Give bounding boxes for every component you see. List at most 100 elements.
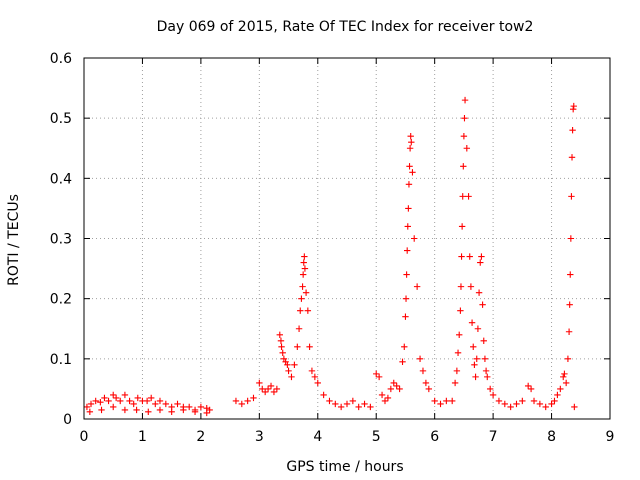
data-point [110,391,117,399]
data-point [83,403,91,411]
x-tick-label: 6 [430,429,439,445]
data-point [419,367,427,375]
data-point [238,400,245,408]
data-point [456,331,463,338]
data-point [495,397,503,405]
data-point [407,133,414,140]
data-point [270,388,278,396]
data-point [299,271,307,278]
data-point [411,235,418,242]
data-point [311,373,319,381]
data-point [288,373,295,381]
data-point [569,127,576,134]
data-point [554,391,561,399]
data-point [567,235,575,242]
data-point [294,343,301,350]
data-point [406,163,413,170]
data-point [134,394,141,402]
data-point [405,181,413,188]
data-point [284,361,291,369]
data-point [361,400,368,408]
x-axis-label: GPS time / hours [286,459,403,475]
data-point [482,367,490,375]
data-point [560,373,567,381]
data-point [186,403,193,411]
data-point [431,397,438,405]
data-point [112,394,120,402]
data-point [148,394,155,402]
data-point [390,379,397,387]
data-point [133,406,140,414]
data-point [409,169,416,176]
data-point [413,283,421,290]
data-point [470,343,477,350]
data-point [458,223,466,230]
data-point [156,406,164,414]
data-point [301,265,309,272]
data-point [457,307,464,314]
chart-title: Day 069 of 2015, Rate Of TEC Index for r… [157,19,534,35]
data-point [568,154,576,161]
data-point [548,400,555,408]
data-point [174,400,181,408]
data-point [408,139,415,146]
y-tick-label: 0.4 [50,171,72,187]
data-point [278,343,285,350]
data-point [461,114,468,122]
data-point [86,408,94,415]
data-point [145,408,152,415]
data-point [298,295,305,302]
y-axis-label: ROTI / TECUs [6,194,22,286]
data-point [477,259,484,266]
data-point [401,343,408,350]
data-point [475,289,483,296]
data-point [197,403,205,411]
data-point [403,247,411,254]
data-point [306,343,313,350]
data-point [297,307,304,314]
data-point [396,385,403,393]
data-point [291,361,298,369]
data-point [121,391,129,399]
data-point [180,406,187,414]
data-point [530,397,538,405]
data-point [403,271,410,278]
data-point [457,283,465,290]
data-point [250,394,257,402]
data-point [267,382,275,390]
data-point [244,397,251,405]
data-point [568,193,575,200]
data-point [406,145,414,152]
data-point [472,373,479,381]
data-point [480,337,487,344]
data-point [501,400,508,408]
data-point [425,385,433,393]
data-point [98,406,105,414]
data-point [285,367,292,375]
data-point [332,400,339,408]
data-point [152,400,159,408]
data-point [130,400,137,408]
data-point [567,271,574,278]
data-point [536,400,544,408]
data-point [527,385,535,393]
data-point [471,361,478,369]
data-point [273,385,281,393]
data-point [117,397,124,405]
data-point [460,163,467,170]
data-point [156,397,164,405]
data-point [473,355,480,363]
data-point [97,398,104,406]
y-tick-label: 0.6 [50,51,72,67]
data-point [437,400,444,408]
x-tick-label: 1 [138,429,147,445]
data-point [461,96,469,104]
x-tick-label: 7 [489,429,498,445]
data-point [378,391,386,399]
data-point [126,397,133,405]
data-point [337,403,345,411]
data-point [300,259,307,266]
data-point [384,394,392,402]
data-point [168,408,175,415]
